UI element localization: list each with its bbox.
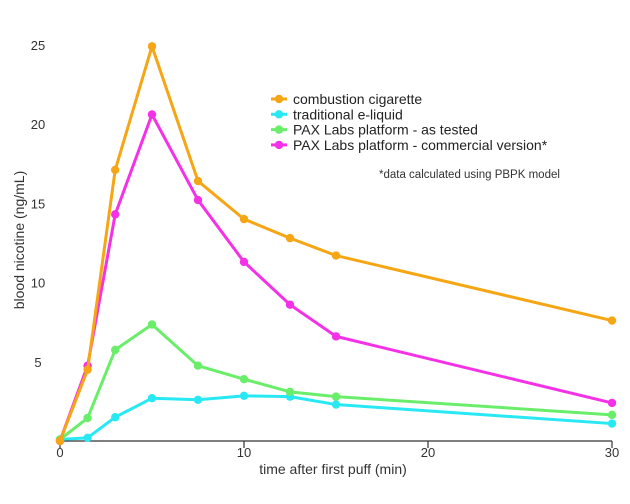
x-tick-label: 0 [56, 445, 63, 460]
legend-item: traditional e-liquid [271, 106, 403, 122]
data-point [607, 316, 617, 325]
legend-item: combustion cigarette [271, 91, 422, 107]
y-tick-label: 25 [31, 38, 45, 53]
x-tick-label: 30 [605, 445, 619, 460]
data-point [239, 374, 249, 384]
y-tick-label: 15 [31, 196, 45, 211]
data-point [147, 320, 157, 329]
legend-label: combustion cigarette [293, 91, 422, 107]
x-tick-label: 10 [237, 445, 251, 460]
data-point [111, 413, 120, 422]
legend-swatch-marker [274, 110, 284, 119]
axes [60, 440, 612, 442]
legend-swatch-marker [274, 125, 284, 134]
legend-swatch-marker [274, 140, 284, 150]
data-point [193, 395, 203, 404]
data-point [55, 436, 65, 446]
data-point [147, 110, 157, 119]
data-point [111, 165, 120, 175]
x-tick-label: 20 [421, 445, 435, 460]
data-point [239, 214, 249, 224]
data-point [607, 419, 617, 428]
data-point [331, 251, 341, 260]
data-point [83, 413, 92, 423]
legend-label: PAX Labs platform - as tested [293, 122, 478, 138]
data-point [147, 42, 157, 51]
legend-item: PAX Labs platform - as tested [271, 122, 478, 138]
x-ticks: 0 10 20 30 [56, 441, 619, 460]
data-point [147, 394, 157, 403]
data-point [111, 345, 120, 355]
data-point [239, 391, 249, 401]
data-point [111, 210, 120, 219]
data-point [607, 398, 617, 408]
y-tick-label: 10 [31, 276, 45, 291]
data-point [331, 400, 341, 409]
series-layer [55, 42, 617, 446]
series-traditional-e-liquid [55, 391, 617, 444]
y-axis-title: blood nicotine (ng/mL) [11, 171, 27, 310]
legend-item: PAX Labs platform - commercial version* [271, 137, 548, 153]
data-point [331, 392, 341, 401]
legend-swatch-marker [274, 94, 284, 104]
data-point [83, 433, 92, 443]
x-axis-title: time after first puff (min) [259, 461, 407, 477]
data-point [193, 176, 203, 186]
data-point [193, 361, 203, 370]
data-point [331, 332, 341, 341]
data-point [607, 410, 617, 420]
data-point [239, 257, 249, 267]
data-point [285, 300, 295, 309]
data-point [285, 387, 295, 397]
model-annotation: *data calculated using PBPK model [379, 169, 560, 181]
y-tick-label: 5 [34, 355, 41, 370]
data-point [285, 233, 295, 243]
y-ticks: 5 10 15 20 25 [31, 38, 45, 370]
series-line [58, 112, 614, 443]
series-combustion-cigarette [55, 42, 617, 446]
y-tick-label: 20 [31, 117, 45, 132]
data-point [193, 195, 203, 205]
legend-label: traditional e-liquid [293, 106, 403, 122]
data-point [83, 365, 92, 374]
legend-label: PAX Labs platform - commercial version* [293, 137, 548, 153]
